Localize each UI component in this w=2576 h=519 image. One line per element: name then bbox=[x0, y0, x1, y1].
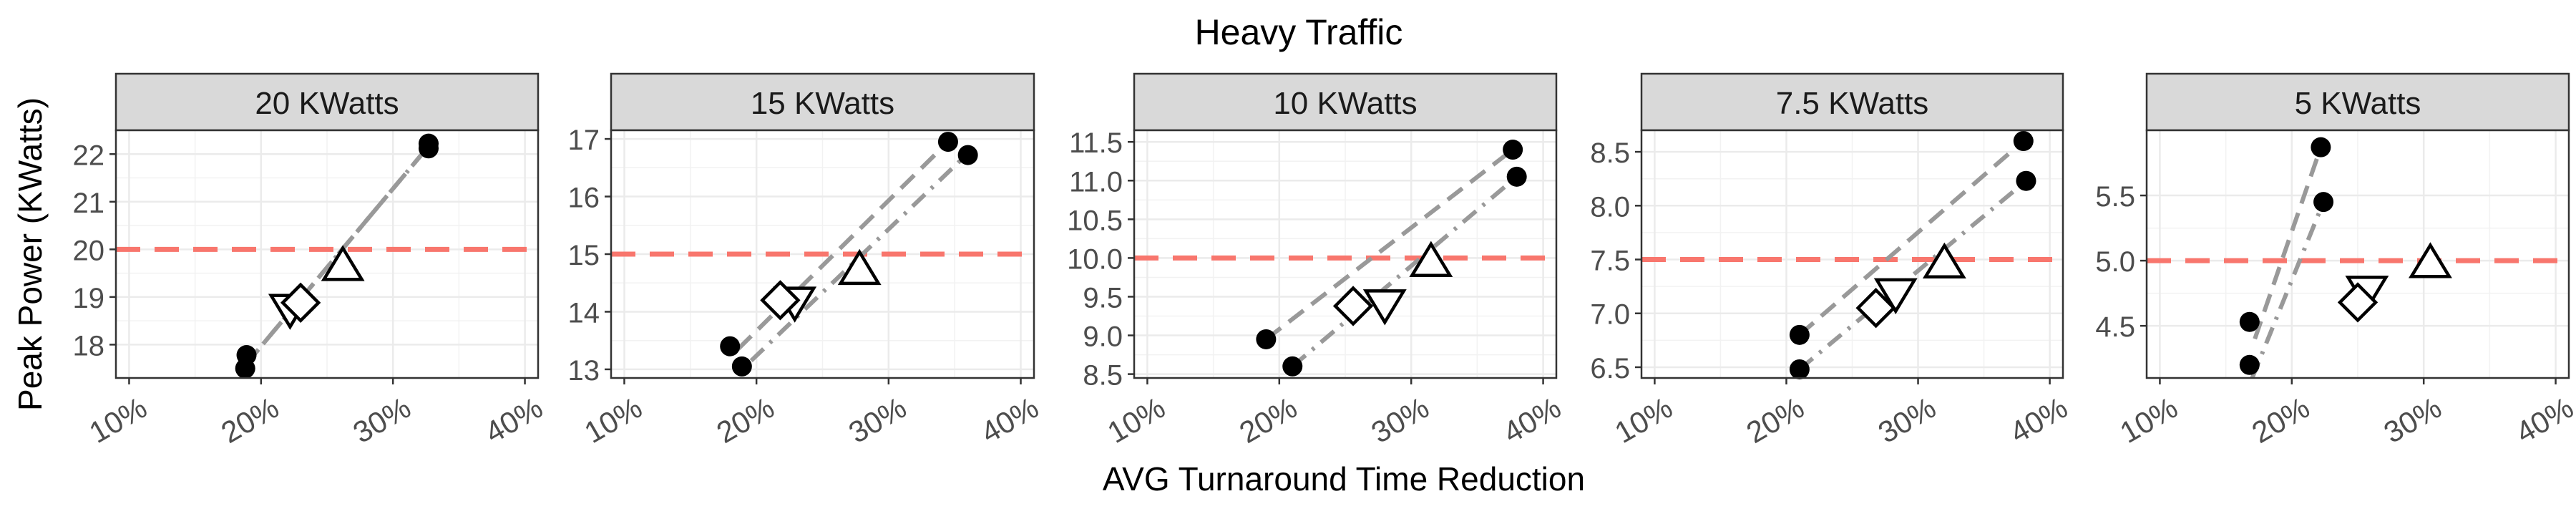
point-circle bbox=[2240, 355, 2260, 375]
y-tick-label: 21 bbox=[73, 188, 105, 219]
x-tick-label: 30% bbox=[1365, 390, 1434, 450]
facet-strip-label: 7.5 KWatts bbox=[1776, 86, 1929, 121]
point-circle bbox=[1507, 167, 1527, 187]
panel-2: 15 KWatts 13 14 15 16 17 10% 20% 30% 40% bbox=[568, 74, 1045, 450]
x-tick-label: 20% bbox=[1741, 390, 1810, 450]
y-tick-label: 17 bbox=[568, 125, 600, 156]
y-tick-label: 5.5 bbox=[2095, 181, 2135, 213]
panel-1: 20 KWatts 18 19 20 21 22 10% 20% 30% 40% bbox=[73, 74, 549, 450]
facet-strip-label: 20 KWatts bbox=[255, 86, 399, 121]
x-tick-label: 10% bbox=[84, 390, 152, 450]
point-circle bbox=[419, 134, 439, 154]
point-circle bbox=[2313, 192, 2333, 212]
y-tick-label: 18 bbox=[73, 330, 105, 362]
panel-3: 10 KWatts 8.5 9.0 9.5 10.0 10.5 11.0 11.5 10% 20%… bbox=[1067, 74, 1566, 450]
y-tick-label: 20 bbox=[73, 235, 105, 266]
point-circle bbox=[938, 132, 958, 152]
point-circle bbox=[958, 145, 978, 165]
x-tick-label: 10% bbox=[579, 390, 648, 450]
y-tick-label: 8.5 bbox=[1590, 137, 1630, 169]
point-circle bbox=[732, 356, 752, 377]
x-tick-label: 30% bbox=[347, 390, 416, 450]
x-tick-label: 30% bbox=[2378, 390, 2446, 450]
chart-title: Heavy Traffic bbox=[1195, 12, 1403, 52]
y-tick-label: 10.0 bbox=[1067, 243, 1123, 275]
x-tick-label: 40% bbox=[2004, 390, 2073, 450]
x-tick-label: 40% bbox=[2510, 390, 2576, 450]
x-tick-label: 40% bbox=[479, 390, 548, 450]
y-tick-label: 8.5 bbox=[1083, 360, 1123, 392]
y-tick-label: 15 bbox=[568, 240, 600, 271]
point-circle bbox=[2240, 312, 2260, 332]
facet-strip-label: 15 KWatts bbox=[751, 86, 894, 121]
point-circle bbox=[1790, 359, 1810, 379]
y-tick-label: 9.5 bbox=[1083, 282, 1123, 314]
panel-5: 5 KWatts 4.5 5.0 5.5 10% 20% 30% 40% bbox=[2095, 74, 2576, 450]
x-axis-title: AVG Turnaround Time Reduction bbox=[1103, 460, 1585, 498]
y-tick-label: 19 bbox=[73, 283, 105, 314]
y-tick-label: 16 bbox=[568, 183, 600, 214]
y-tick-label: 14 bbox=[568, 297, 600, 329]
y-tick-label: 8.0 bbox=[1590, 191, 1630, 223]
point-circle bbox=[2014, 131, 2034, 151]
x-tick-label: 10% bbox=[1609, 390, 1678, 450]
x-tick-label: 30% bbox=[843, 390, 912, 450]
x-tick-label: 10% bbox=[2114, 390, 2183, 450]
point-circle bbox=[2311, 137, 2331, 157]
x-tick-label: 40% bbox=[975, 390, 1044, 450]
y-tick-label: 11.0 bbox=[1069, 166, 1123, 198]
x-tick-label: 20% bbox=[2246, 390, 2315, 450]
x-tick-label: 20% bbox=[711, 390, 779, 450]
x-tick-label: 30% bbox=[1873, 390, 1941, 450]
point-circle bbox=[2016, 171, 2036, 191]
point-circle bbox=[237, 345, 257, 365]
y-tick-label: 9.0 bbox=[1083, 321, 1123, 353]
y-tick-label: 5.0 bbox=[2095, 246, 2135, 278]
y-tick-label: 6.5 bbox=[1590, 353, 1630, 384]
point-circle bbox=[1503, 140, 1523, 160]
point-circle bbox=[720, 336, 740, 356]
point-circle bbox=[1282, 356, 1302, 377]
point-circle bbox=[1256, 329, 1276, 349]
y-tick-label: 11.5 bbox=[1069, 127, 1123, 159]
x-tick-label: 20% bbox=[1234, 390, 1302, 450]
facet-strip-label: 5 KWatts bbox=[2295, 86, 2421, 121]
facet-strip-label: 10 KWatts bbox=[1273, 86, 1417, 121]
y-tick-label: 22 bbox=[73, 140, 105, 171]
y-tick-label: 4.5 bbox=[2095, 311, 2135, 343]
x-tick-label: 20% bbox=[215, 390, 284, 450]
y-tick-label: 10.5 bbox=[1067, 205, 1123, 236]
x-tick-label: 40% bbox=[1498, 390, 1566, 450]
y-tick-label: 7.5 bbox=[1590, 246, 1630, 277]
x-tick-label: 10% bbox=[1102, 390, 1171, 450]
panel-4: 7.5 KWatts 6.5 7.0 7.5 8.0 8.5 10% 20% 30% 40% bbox=[1590, 74, 2073, 450]
y-tick-label: 13 bbox=[568, 355, 600, 387]
y-tick-label: 7.0 bbox=[1590, 299, 1630, 331]
point-circle bbox=[1790, 325, 1810, 345]
y-axis-title: Peak Power (KWatts) bbox=[11, 97, 49, 411]
